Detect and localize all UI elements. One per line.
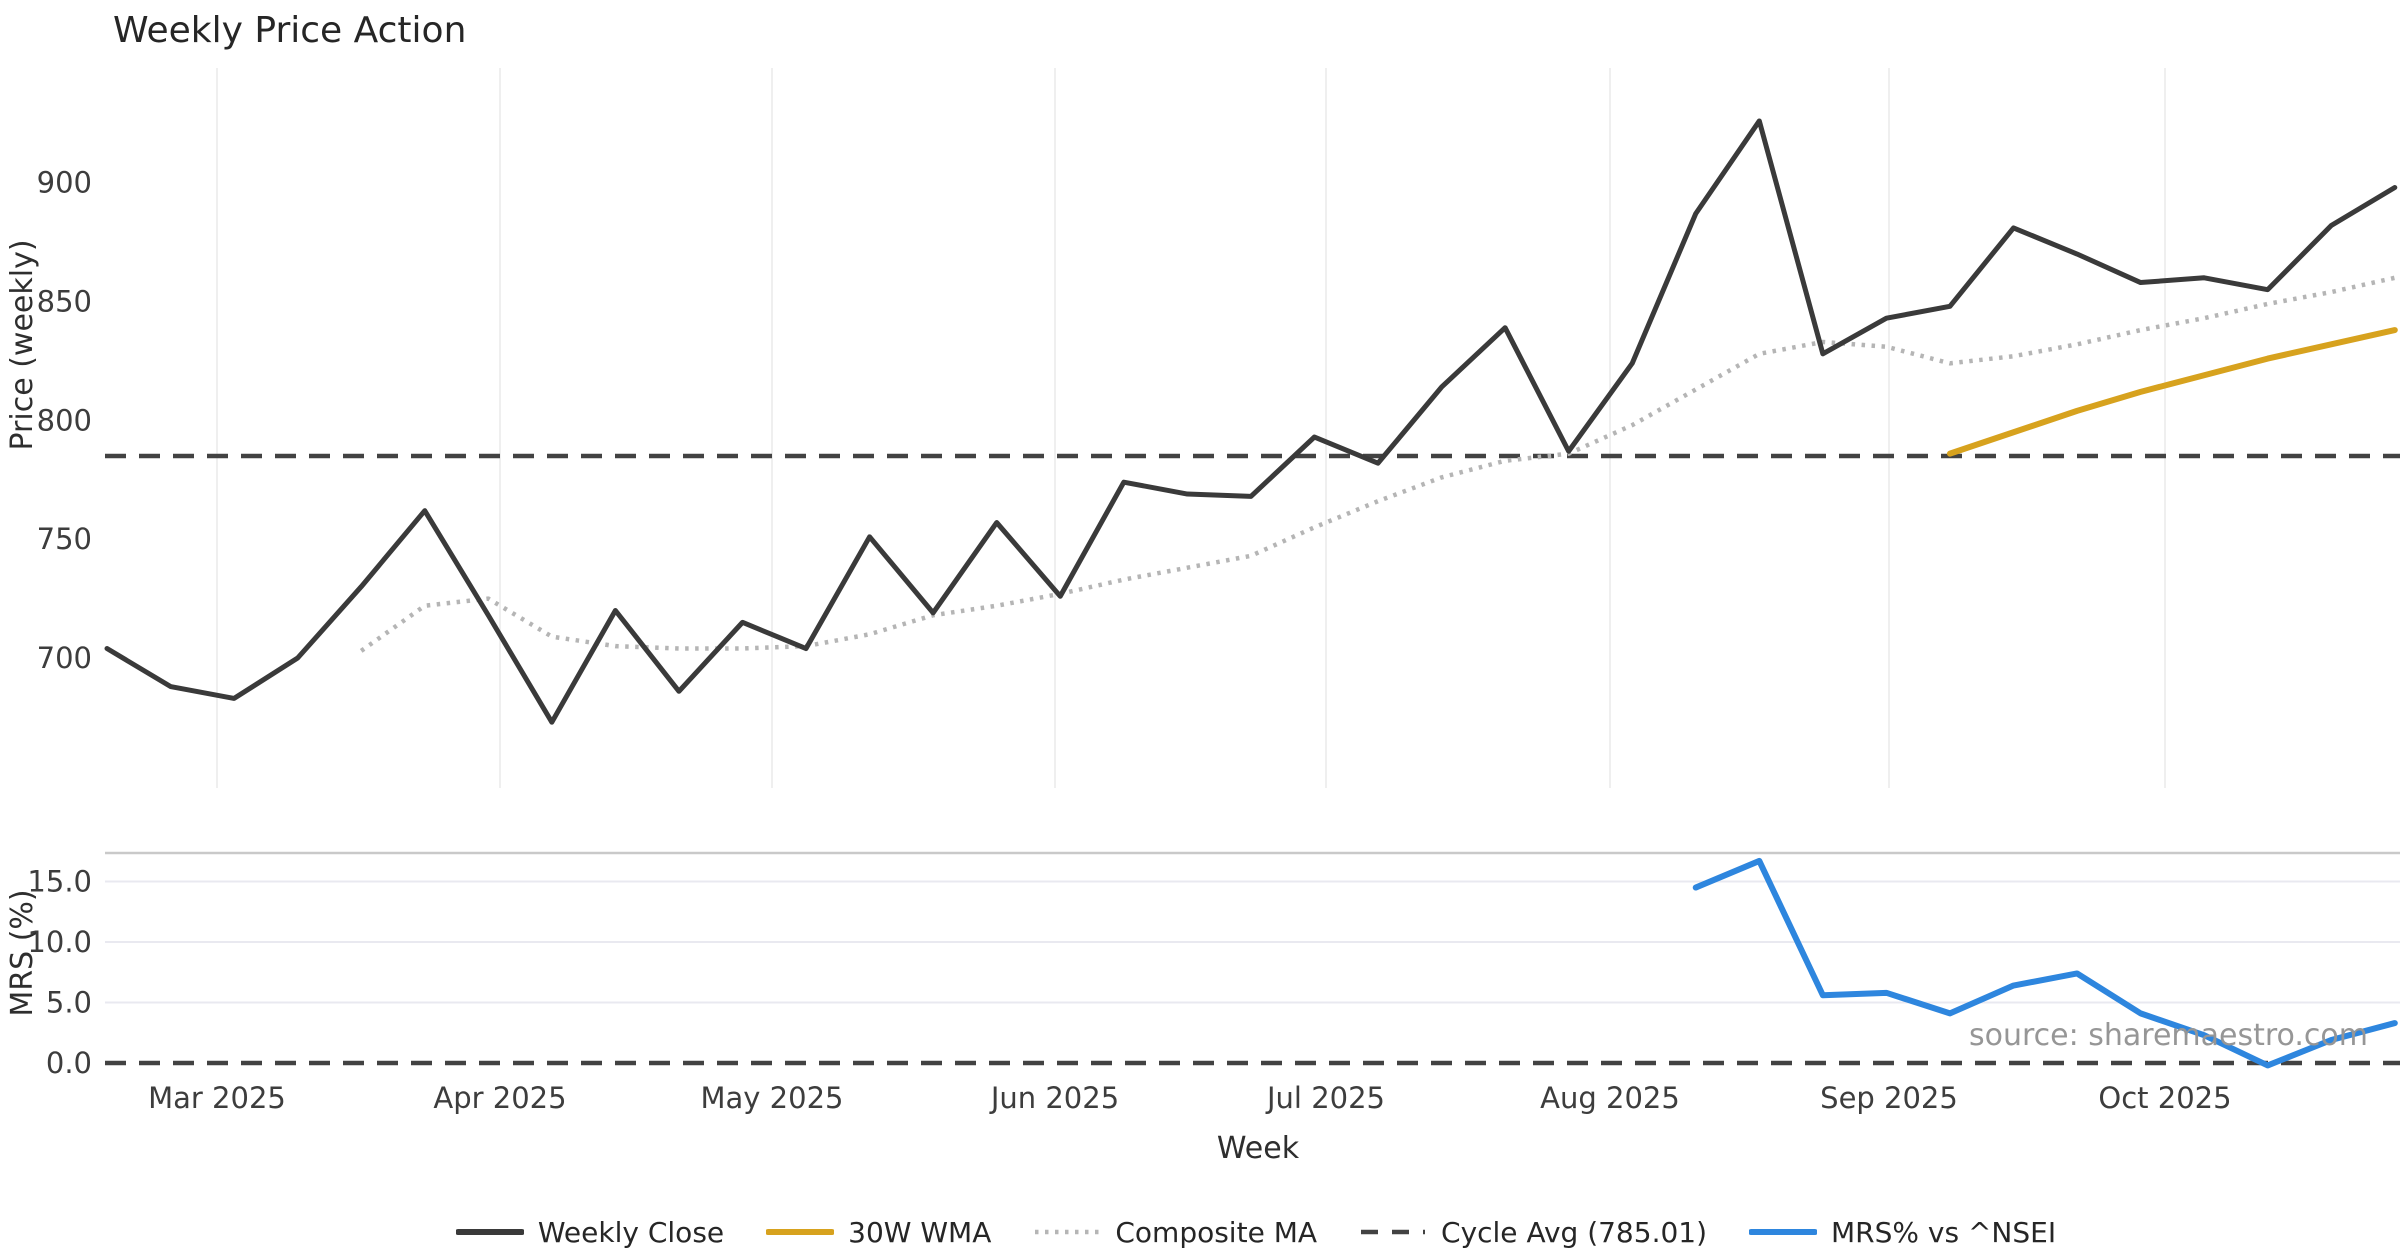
legend-item-weekly-close: Weekly Close [455,1215,725,1249]
svg-text:5.0: 5.0 [46,986,92,1020]
svg-text:Sep 2025: Sep 2025 [1820,1081,1958,1115]
price-axis-label: Price (weekly) [5,239,40,450]
cycle-avg-swatch-icon [1361,1229,1426,1235]
chart-title: Weekly Price Action [113,10,466,51]
legend: Weekly Close 30W WMA Composite MA Cycle … [56,1208,2400,1256]
svg-text:Mar 2025: Mar 2025 [148,1081,286,1115]
weekly-close-swatch-icon [455,1229,524,1235]
mrs-axis-label: MRS (%) [5,889,40,1016]
legend-label-30w-wma: 30W WMA [848,1215,992,1249]
mrs-swatch-icon [1749,1229,1818,1235]
svg-text:0.0: 0.0 [46,1046,92,1080]
legend-label-cycle-avg: Cycle Avg (785.01) [1441,1215,1708,1249]
composite-ma-swatch-icon [1035,1229,1100,1235]
legend-item-cycle-avg: Cycle Avg (785.01) [1359,1216,1707,1249]
svg-text:900: 900 [37,166,92,200]
svg-text:800: 800 [37,403,92,437]
gridlines [105,68,2400,1004]
legend-item-mrs: MRS% vs ^NSEI [1749,1216,2056,1249]
svg-text:Oct 2025: Oct 2025 [2098,1081,2231,1115]
svg-text:Jun 2025: Jun 2025 [989,1081,1119,1115]
svg-text:Apr 2025: Apr 2025 [433,1081,566,1115]
svg-text:May 2025: May 2025 [701,1081,844,1115]
wma-swatch-icon [766,1229,835,1235]
legend-label-weekly-close: Weekly Close [537,1215,725,1249]
legend-label-mrs: MRS% vs ^NSEI [1831,1215,2057,1249]
source-watermark: source: sharemaestro.com [1969,1018,2368,1053]
series-lines [104,118,2400,1069]
x-axis-label: Week [1217,1131,1300,1166]
svg-text:10.0: 10.0 [27,925,92,959]
svg-text:750: 750 [37,522,92,556]
legend-item-composite-ma: Composite MA [1033,1216,1317,1249]
legend-item-30w-wma: 30W WMA [766,1216,991,1249]
svg-text:Jul 2025: Jul 2025 [1265,1081,1385,1115]
axis-ticks: 900 850 800 750 700 15.0 10.0 5.0 0.0 Mar 2025 Apr… [27,166,2231,1115]
svg-text:15.0: 15.0 [27,865,92,899]
svg-text:850: 850 [37,285,92,319]
legend-label-composite-ma: Composite MA [1115,1215,1318,1249]
svg-text:Aug 2025: Aug 2025 [1540,1081,1680,1115]
svg-text:700: 700 [37,641,92,675]
